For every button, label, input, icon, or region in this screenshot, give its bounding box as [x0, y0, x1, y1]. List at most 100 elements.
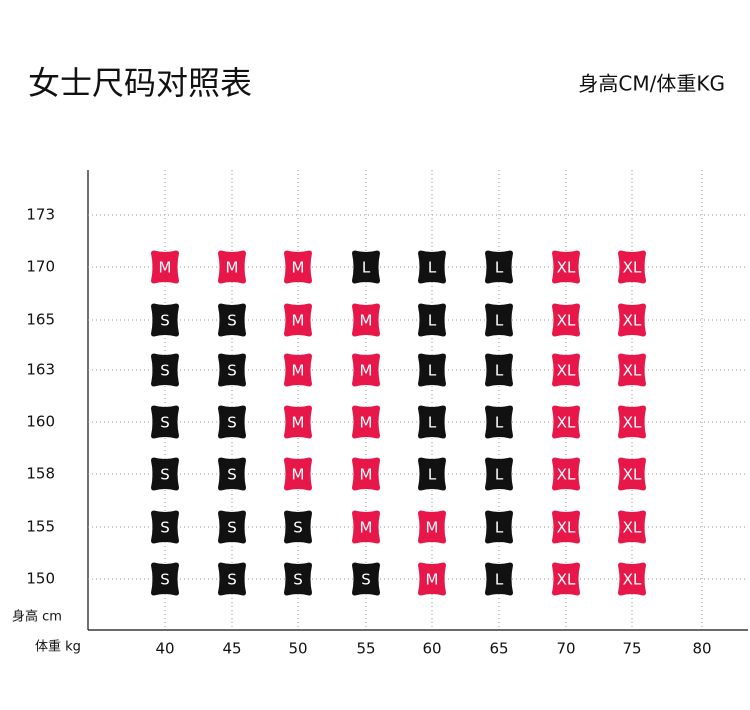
y-axis-label: 身高 cm [12, 609, 62, 625]
size-label: L [495, 312, 504, 330]
x-axis-label: 体重 kg [35, 639, 81, 655]
size-label: S [160, 312, 170, 330]
size-badge: M [352, 510, 380, 544]
size-badge: XL [618, 353, 646, 387]
size-badge: L [485, 457, 513, 491]
badge-shape [418, 303, 446, 337]
subtitle: 身高CM/体重KG [578, 72, 725, 96]
size-label: XL [623, 414, 642, 432]
size-badge: L [418, 405, 446, 439]
size-label: M [360, 519, 373, 537]
x-tick-label: 65 [489, 640, 508, 658]
badge-shape [284, 562, 312, 596]
badge-shape [618, 303, 646, 337]
x-tick-label: 70 [556, 640, 575, 658]
size-badge: M [151, 250, 179, 284]
badge-shape [618, 353, 646, 387]
size-label: S [227, 466, 237, 484]
size-badge: S [218, 457, 246, 491]
badge-shape [418, 405, 446, 439]
badge-shape [352, 562, 380, 596]
size-label: L [428, 414, 437, 432]
size-badge: L [485, 303, 513, 337]
size-badge: S [218, 562, 246, 596]
size-badge: L [352, 250, 380, 284]
badge-shape [352, 405, 380, 439]
size-badge: XL [552, 457, 580, 491]
size-label: M [360, 362, 373, 380]
size-badge: L [418, 250, 446, 284]
size-badge: M [284, 457, 312, 491]
badge-shape [485, 405, 513, 439]
badge-shape [151, 510, 179, 544]
badge-shape [552, 510, 580, 544]
size-badge: S [352, 562, 380, 596]
badge-shape [284, 303, 312, 337]
size-label: L [428, 312, 437, 330]
size-label: S [293, 571, 303, 589]
badge-shape [352, 510, 380, 544]
badge-shape [552, 562, 580, 596]
size-badge: XL [552, 510, 580, 544]
size-badge: L [485, 250, 513, 284]
size-label: XL [557, 466, 576, 484]
size-label: XL [557, 571, 576, 589]
badge-shape [552, 303, 580, 337]
size-badge: S [218, 510, 246, 544]
size-label: L [495, 414, 504, 432]
badge-shape [218, 510, 246, 544]
size-badge: L [485, 405, 513, 439]
badge-shape [151, 353, 179, 387]
size-label: S [160, 414, 170, 432]
y-tick-label: 163 [26, 361, 55, 379]
badge-shape [218, 353, 246, 387]
badge-shape [618, 510, 646, 544]
size-label: M [426, 519, 439, 537]
size-label: S [160, 466, 170, 484]
size-label: L [428, 466, 437, 484]
size-label: XL [623, 466, 642, 484]
size-label: L [428, 259, 437, 277]
badge-shape [485, 510, 513, 544]
badge-shape [618, 250, 646, 284]
badge-shape [418, 353, 446, 387]
badge-shape [552, 353, 580, 387]
badge-shape [618, 457, 646, 491]
size-label: S [160, 571, 170, 589]
badge-shape [618, 562, 646, 596]
size-label: S [227, 414, 237, 432]
size-badge: M [418, 562, 446, 596]
size-badge: S [151, 457, 179, 491]
size-badge: XL [618, 562, 646, 596]
badge-shape [218, 405, 246, 439]
size-label: S [227, 362, 237, 380]
size-badge: S [151, 510, 179, 544]
badge-shape [151, 405, 179, 439]
badge-shape [151, 562, 179, 596]
size-badge: S [151, 405, 179, 439]
size-badge: M [418, 510, 446, 544]
size-label: XL [623, 571, 642, 589]
size-label: M [292, 312, 305, 330]
y-tick-label: 150 [26, 570, 55, 588]
size-badge: M [284, 405, 312, 439]
size-label: S [227, 519, 237, 537]
size-badge: M [352, 405, 380, 439]
y-tick-label: 158 [26, 465, 55, 483]
y-tick-label: 173 [26, 206, 55, 224]
size-badge: M [352, 353, 380, 387]
size-badge: XL [618, 457, 646, 491]
title: 女士尺码对照表 [28, 64, 252, 102]
x-tick-label: 40 [155, 640, 174, 658]
x-tick-label: 55 [356, 640, 375, 658]
size-badge: L [485, 353, 513, 387]
size-badge: S [218, 405, 246, 439]
size-label: XL [623, 519, 642, 537]
size-label: M [226, 259, 239, 277]
badge-shape [418, 510, 446, 544]
badge-shape [284, 510, 312, 544]
badge-shape [552, 405, 580, 439]
badge-shape [151, 250, 179, 284]
x-tick-label: 80 [692, 640, 711, 658]
